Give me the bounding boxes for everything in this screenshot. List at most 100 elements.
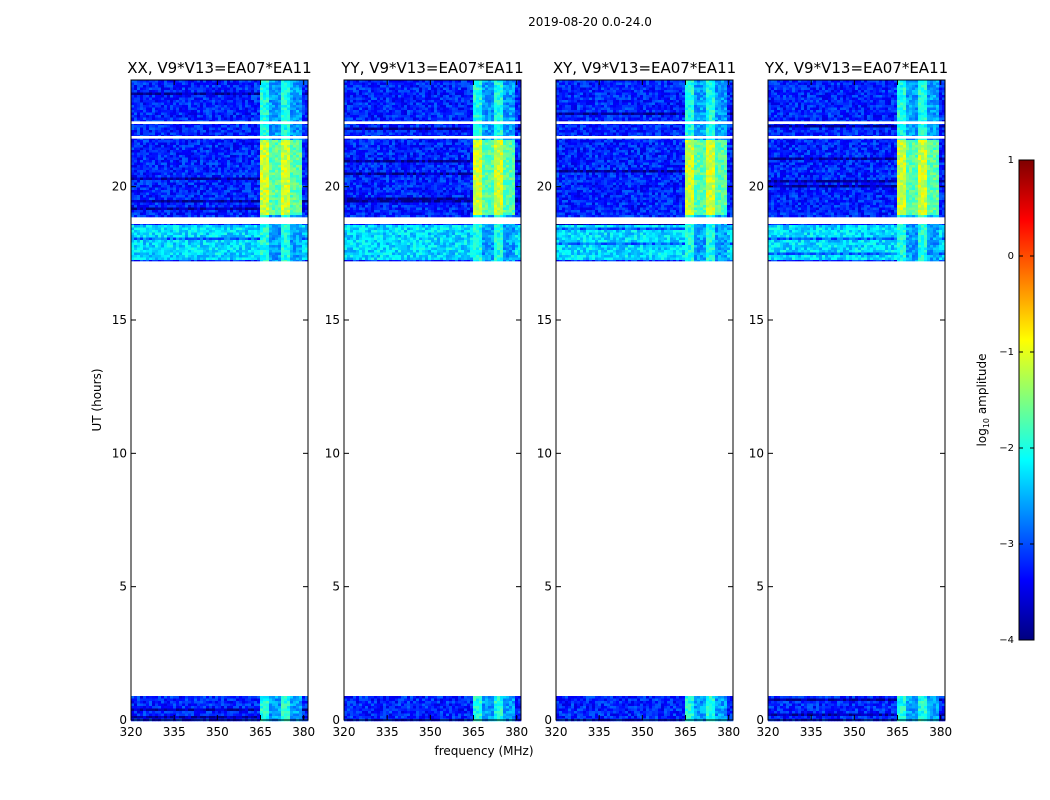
- heatmap-cell: [233, 130, 236, 133]
- heatmap-cell: [185, 128, 188, 131]
- heatmap-cell: [245, 130, 248, 133]
- heatmap-cell: [242, 90, 245, 93]
- heatmap-cell: [287, 105, 290, 108]
- panel-1: XX, V9*V13=EA07*EA11320 335 350 365 38005101…: [112, 59, 315, 739]
- heatmap-cell: [218, 98, 221, 101]
- heatmap-cell: [194, 701, 197, 704]
- heatmap-cell: [167, 709, 170, 712]
- heatmap-cell: [221, 706, 224, 709]
- heatmap-cell: [200, 130, 203, 133]
- heatmap-cell: [275, 701, 278, 704]
- heatmap-cell: [164, 103, 167, 106]
- heatmap-cell: [170, 95, 173, 98]
- heatmap-cell: [302, 128, 305, 131]
- heatmap-cell: [245, 128, 248, 131]
- heatmap-cell: [227, 701, 230, 704]
- heatmap-cell: [173, 711, 176, 714]
- heatmap-cell: [200, 93, 203, 96]
- heatmap-cell: [269, 98, 272, 101]
- heatmap-cell: [152, 100, 155, 103]
- heatmap-cell: [230, 118, 233, 121]
- heatmap-cell: [212, 704, 215, 707]
- heatmap-cell: [179, 85, 182, 88]
- heatmap-cell: [203, 95, 206, 98]
- heatmap-cell: [239, 90, 242, 93]
- heatmap-cell: [233, 704, 236, 707]
- heatmap-cell: [290, 90, 293, 93]
- heatmap-cell: [173, 699, 176, 702]
- heatmap-cell: [293, 103, 296, 106]
- heatmap-cell: [245, 105, 248, 108]
- heatmap-cell: [146, 88, 149, 91]
- heatmap-cell: [242, 128, 245, 131]
- heatmap-cell: [221, 709, 224, 712]
- heatmap-cell: [281, 105, 284, 108]
- heatmap-cell: [248, 95, 251, 98]
- heatmap-cell: [266, 85, 269, 88]
- heatmap-cell: [221, 110, 224, 113]
- heatmap-cell: [152, 103, 155, 106]
- heatmap-cell: [197, 701, 200, 704]
- heatmap-cell: [269, 95, 272, 98]
- heatmap-cell: [302, 701, 305, 704]
- heatmap-cell: [230, 105, 233, 108]
- heatmap-cell: [278, 714, 281, 717]
- heatmap-cell: [170, 706, 173, 709]
- heatmap-cell: [209, 83, 212, 86]
- heatmap-cell: [272, 105, 275, 108]
- heatmap-cell: [191, 85, 194, 88]
- heatmap-cell: [152, 85, 155, 88]
- heatmap-cell: [287, 118, 290, 121]
- heatmap-cell: [287, 110, 290, 113]
- heatmap-cell: [197, 704, 200, 707]
- heatmap-cell: [146, 128, 149, 131]
- heatmap-cell: [296, 100, 299, 103]
- heatmap-cell: [245, 88, 248, 91]
- heatmap-cell: [173, 95, 176, 98]
- heatmap-cell: [257, 706, 260, 709]
- heatmap-cell: [245, 95, 248, 98]
- heatmap-cell: [173, 709, 176, 712]
- heatmap-cell: [281, 696, 284, 699]
- heatmap-cell: [170, 130, 173, 133]
- heatmap-cell: [266, 118, 269, 121]
- heatmap-cell: [278, 93, 281, 96]
- heatmap-cell: [209, 130, 212, 133]
- heatmap-cell: [248, 110, 251, 113]
- heatmap-cell: [134, 90, 137, 93]
- heatmap-cell: [197, 108, 200, 111]
- heatmap-cell: [191, 88, 194, 91]
- heatmap-cell: [272, 108, 275, 111]
- heatmap-cell: [176, 716, 179, 719]
- heatmap-cell: [143, 716, 146, 719]
- heatmap-cell: [284, 93, 287, 96]
- heatmap-cell: [206, 90, 209, 93]
- heatmap-cell: [149, 113, 152, 116]
- heatmap-cell: [164, 716, 167, 719]
- heatmap-cell: [245, 696, 248, 699]
- heatmap-cell: [221, 696, 224, 699]
- heatmap-cell: [194, 128, 197, 131]
- heatmap-cell: [239, 118, 242, 121]
- heatmap-cell: [296, 128, 299, 131]
- heatmap-cell: [167, 110, 170, 113]
- heatmap-cell: [302, 115, 305, 118]
- heatmap-cell: [239, 103, 242, 106]
- heatmap-cell: [197, 711, 200, 714]
- heatmap-cell: [221, 103, 224, 106]
- heatmap-cell: [290, 103, 293, 106]
- heatmap-cell: [206, 85, 209, 88]
- heatmap-cell: [179, 88, 182, 91]
- heatmap-cell: [254, 108, 257, 111]
- heatmap-cell: [245, 704, 248, 707]
- heatmap-cell: [254, 118, 257, 121]
- heatmap-cell: [257, 83, 260, 86]
- heatmap-cell: [176, 88, 179, 91]
- heatmap-cell: [137, 88, 140, 91]
- heatmap-cell: [287, 90, 290, 93]
- heatmap-cell: [146, 699, 149, 702]
- heatmap-cell: [191, 704, 194, 707]
- heatmap-cell: [245, 706, 248, 709]
- heatmap-cell: [290, 704, 293, 707]
- heatmap-cell: [182, 100, 185, 103]
